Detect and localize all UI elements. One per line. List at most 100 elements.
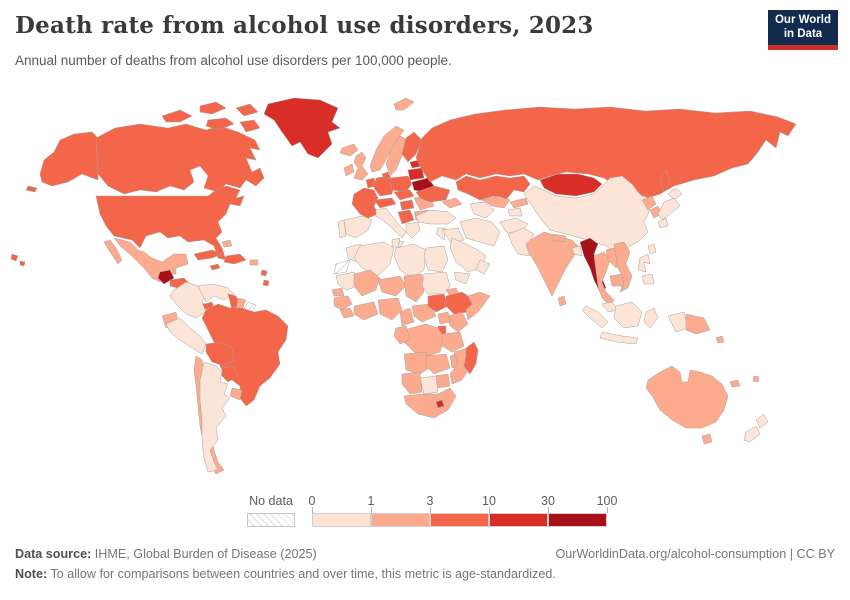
country-taiwan[interactable] [648,244,656,254]
country-russia-sakhalin[interactable] [660,170,670,192]
country-algeria[interactable] [354,242,394,276]
legend-bin-30-100[interactable] [548,513,607,527]
country-serbia-balkans[interactable] [398,210,414,224]
country-japan-honshu[interactable] [658,198,680,220]
country-caucasus[interactable] [442,198,462,208]
country-zambia[interactable] [426,354,450,374]
country-greece[interactable] [406,222,420,238]
country-indonesia-papua[interactable] [668,312,688,332]
country-mexico[interactable] [114,238,188,282]
country-madagascar[interactable] [464,342,478,374]
country-ireland[interactable] [344,164,354,176]
country-guatemala[interactable] [158,270,174,284]
country-china[interactable] [524,176,650,252]
legend-bin-0-1[interactable] [312,513,371,527]
owid-link[interactable]: OurWorldinData.org/alcohol-consumption |… [555,547,835,561]
country-iraq[interactable] [442,228,464,244]
country-sudan[interactable] [422,272,450,294]
country-latvia-lithuania[interactable] [408,168,424,180]
country-indonesia-borneo[interactable] [614,302,642,328]
country-papua-new-guinea[interactable] [686,314,710,334]
country-belize[interactable] [172,268,176,274]
owid-logo[interactable]: Our World in Data [768,10,838,50]
country-puerto-rico[interactable] [250,260,258,265]
country-canada[interactable] [96,124,264,194]
country-congo-gabon[interactable] [394,326,410,344]
country-indonesia-sumatra[interactable] [582,306,608,328]
country-russia[interactable] [416,107,796,198]
country-italy[interactable] [376,208,406,238]
country-nepal[interactable] [552,234,566,242]
legend-no-data-swatch[interactable] [247,513,295,527]
country-norway[interactable] [370,126,404,172]
country-tajikistan[interactable] [508,208,522,216]
country-canada-arctic-3[interactable] [206,118,234,130]
country-oman[interactable] [476,260,490,274]
country-mexico-baja[interactable] [104,240,122,264]
country-north-korea[interactable] [642,196,656,210]
country-kyrgyzstan[interactable] [510,198,528,208]
country-iceland[interactable] [340,144,358,156]
country-pakistan[interactable] [508,228,534,256]
country-tasmania[interactable] [702,434,712,444]
country-cuba[interactable] [194,250,222,260]
country-mali[interactable] [354,270,380,296]
country-solomon-islands[interactable] [716,336,724,343]
country-mongolia[interactable] [540,174,602,196]
country-turkmenistan[interactable] [470,202,494,218]
country-alaska-aleutians[interactable] [26,186,37,192]
country-iran[interactable] [460,218,500,246]
country-south-sudan[interactable] [428,294,448,312]
country-uruguay[interactable] [230,388,242,400]
legend-bin-1-3[interactable] [371,513,430,527]
country-canada-arctic-4[interactable] [236,104,258,116]
country-hungary[interactable] [400,200,414,210]
country-austria-switzerland[interactable] [374,198,396,208]
country-new-caledonia[interactable] [730,380,740,387]
country-philippines-luzon[interactable] [638,254,650,272]
country-guinea[interactable] [334,296,352,310]
country-ukraine[interactable] [416,186,450,202]
country-new-zealand-north[interactable] [756,414,768,428]
country-bangladesh[interactable] [572,246,582,256]
country-usa-hawaii-2[interactable] [20,261,25,266]
country-france[interactable] [352,188,378,218]
country-central-african-republic[interactable] [412,304,436,322]
country-somalia[interactable] [466,292,490,320]
legend-bin-10-30[interactable] [489,513,548,527]
country-dr-congo[interactable] [404,324,444,356]
country-fiji[interactable] [753,376,759,382]
country-bahamas[interactable] [222,240,232,247]
country-nigeria[interactable] [378,298,402,320]
country-paraguay[interactable] [222,366,238,382]
country-uzbekistan[interactable] [482,196,510,208]
country-angola[interactable] [404,352,432,374]
country-lesotho[interactable] [436,400,444,408]
country-argentina[interactable] [200,362,230,472]
country-namibia[interactable] [402,372,422,394]
country-spain[interactable] [344,216,372,238]
country-uganda[interactable] [438,312,450,324]
country-venezuela[interactable] [198,284,234,302]
country-yemen[interactable] [454,272,470,284]
country-cameroon[interactable] [400,308,414,326]
country-czech-slovakia[interactable] [394,190,414,200]
country-canada-arctic-5[interactable] [240,120,260,132]
country-japan-hokkaido[interactable] [668,188,682,200]
country-kenya[interactable] [448,312,468,332]
country-usa[interactable] [96,186,244,260]
country-indonesia-java[interactable] [600,332,638,344]
country-greenland[interactable] [264,98,340,158]
country-svalbard[interactable] [394,98,414,110]
country-kazakhstan[interactable] [456,176,530,200]
country-japan-kyushu[interactable] [658,218,668,228]
country-mauritania[interactable] [336,272,358,290]
country-botswana[interactable] [420,376,438,394]
country-australia[interactable] [646,366,728,428]
country-peru[interactable] [166,318,206,354]
country-sierra-leone-liberia[interactable] [340,308,354,318]
country-sri-lanka[interactable] [558,296,566,306]
country-philippines-mindanao[interactable] [642,274,654,284]
country-turkey[interactable] [416,210,456,224]
country-usa-hawaii-1[interactable] [11,254,18,261]
